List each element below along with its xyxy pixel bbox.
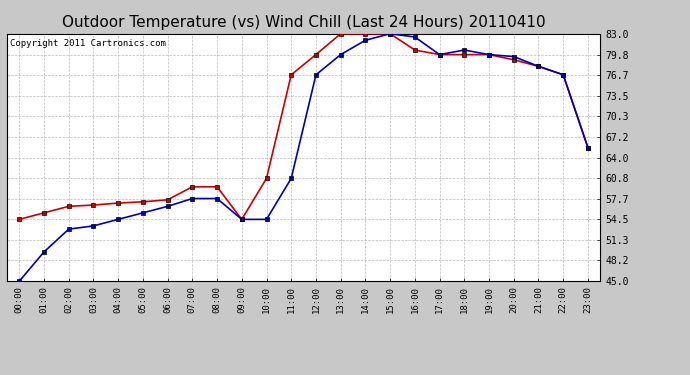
Text: Copyright 2011 Cartronics.com: Copyright 2011 Cartronics.com bbox=[10, 39, 166, 48]
Title: Outdoor Temperature (vs) Wind Chill (Last 24 Hours) 20110410: Outdoor Temperature (vs) Wind Chill (Las… bbox=[62, 15, 545, 30]
